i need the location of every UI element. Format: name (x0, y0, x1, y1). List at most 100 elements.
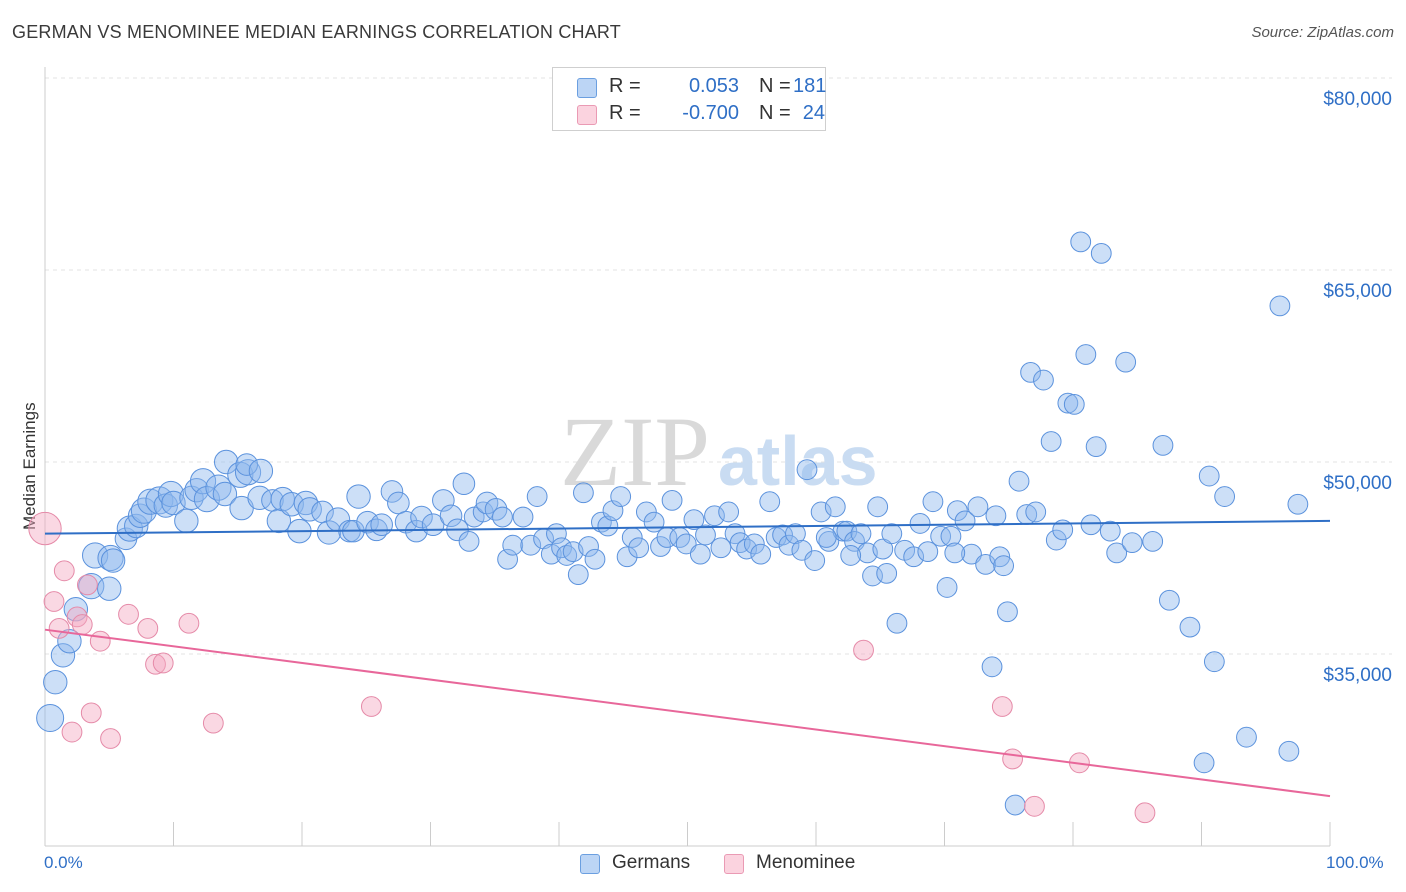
data-point-germans (867, 496, 889, 518)
data-point-germans (997, 601, 1018, 623)
data-point-germans (1020, 362, 1041, 383)
data-point-germans (778, 534, 800, 556)
data-point-germans (512, 506, 534, 528)
data-point-germans (556, 545, 578, 566)
data-point-germans (818, 530, 840, 552)
gridlines (45, 77, 1392, 655)
data-point-germans (1057, 392, 1079, 414)
data-point-menominee (991, 696, 1013, 717)
data-point-germans (1203, 651, 1225, 673)
data-point-germans (922, 491, 944, 513)
data-point-germans (439, 504, 463, 528)
y-tick-label: $50,000 (1323, 473, 1392, 494)
data-point-menominee (48, 618, 70, 639)
data-point-germans (1179, 616, 1201, 638)
legend-r-value: -0.700 (682, 102, 739, 124)
data-point-germans (205, 474, 232, 501)
data-point-germans (567, 564, 589, 586)
data-point-germans (954, 510, 976, 532)
y-tick-label: $35,000 (1323, 665, 1392, 686)
watermark-zip: ZIP (560, 396, 710, 507)
data-point-germans (1008, 470, 1030, 492)
data-point-germans (97, 576, 122, 601)
data-point-germans (458, 530, 480, 552)
data-point-germans (750, 543, 772, 565)
data-point-menominee (1024, 795, 1045, 817)
data-point-germans (1099, 520, 1121, 542)
data-point-germans (1052, 519, 1074, 541)
data-point-germans (815, 527, 837, 548)
data-point-germans (248, 458, 274, 484)
legend-n-value: 24 (802, 102, 825, 124)
data-point-germans (946, 500, 968, 522)
data-point-menominee (77, 574, 98, 596)
data-point-menominee (71, 614, 93, 635)
watermark: ZIP atlas (560, 396, 878, 507)
data-point-germans (872, 538, 894, 560)
data-point-germans (502, 534, 524, 556)
data-point-germans (78, 573, 105, 600)
data-point-germans (189, 468, 217, 495)
data-point-germans (1075, 344, 1097, 365)
data-point-germans (266, 508, 292, 534)
data-point-menominee (53, 560, 75, 582)
data-point-germans (881, 523, 903, 545)
data-point-germans (785, 523, 806, 545)
data-point-germans (50, 643, 76, 668)
data-point-germans (718, 501, 740, 523)
data-point-germans (410, 505, 433, 529)
data-point-germans (212, 481, 238, 507)
x-tick-label-max: 100.0% (1326, 853, 1384, 872)
data-point-germans (610, 486, 632, 507)
data-point-germans (876, 562, 898, 584)
data-point-germans (993, 555, 1015, 577)
data-point-germans (584, 548, 606, 570)
data-point-germans (675, 533, 697, 555)
data-point-germans (850, 523, 872, 545)
legend-swatch-germans (577, 78, 597, 98)
legend-n-label: N = (759, 102, 791, 124)
data-point-germans (100, 548, 126, 573)
data-point-germans (1287, 493, 1309, 515)
axes (44, 67, 1331, 847)
bottom-legend-label-germans: Germans (612, 852, 691, 873)
data-point-germans (1025, 501, 1047, 523)
legend-r-label: R = (609, 75, 641, 97)
data-point-germans (597, 515, 619, 537)
y-tick-label: $80,000 (1323, 89, 1392, 110)
data-point-germans (492, 506, 513, 528)
data-point-menominee (145, 653, 166, 675)
data-point-germans (967, 496, 989, 518)
data-point-germans (551, 537, 572, 559)
trend-lines (44, 519, 1331, 798)
data-point-germans (137, 488, 164, 515)
data-point-germans (1115, 351, 1137, 373)
data-point-menominee (1002, 748, 1024, 770)
data-point-germans (1158, 589, 1180, 611)
chart-title: GERMAN VS MENOMINEE MEDIAN EARNINGS CORR… (12, 22, 622, 42)
data-point-germans (940, 525, 962, 547)
chart-source: Source: ZipAtlas.com (1251, 24, 1394, 41)
data-point-germans (380, 480, 404, 503)
data-point-germans (1045, 529, 1067, 551)
legend-swatch-menominee (577, 105, 597, 125)
data-point-menominee (28, 511, 62, 546)
watermark-atlas: atlas (718, 422, 878, 500)
data-point-germans (857, 542, 878, 564)
data-point-menominee (1134, 802, 1156, 824)
data-point-germans (840, 545, 862, 566)
data-point-germans (562, 541, 584, 562)
legend-r-label: R = (609, 102, 641, 124)
data-point-germans (520, 534, 542, 556)
data-point-germans (981, 656, 1003, 678)
data-point-germans (1004, 794, 1026, 816)
data-point-germans (961, 543, 982, 565)
data-point-menominee (118, 603, 139, 625)
data-point-germans (736, 538, 758, 560)
legend-n-label: N = (759, 75, 791, 97)
data-point-germans (432, 489, 455, 512)
series-germans (36, 231, 1309, 816)
data-point-menominee (43, 591, 65, 612)
bottom-legend-swatch-germans (580, 854, 600, 874)
